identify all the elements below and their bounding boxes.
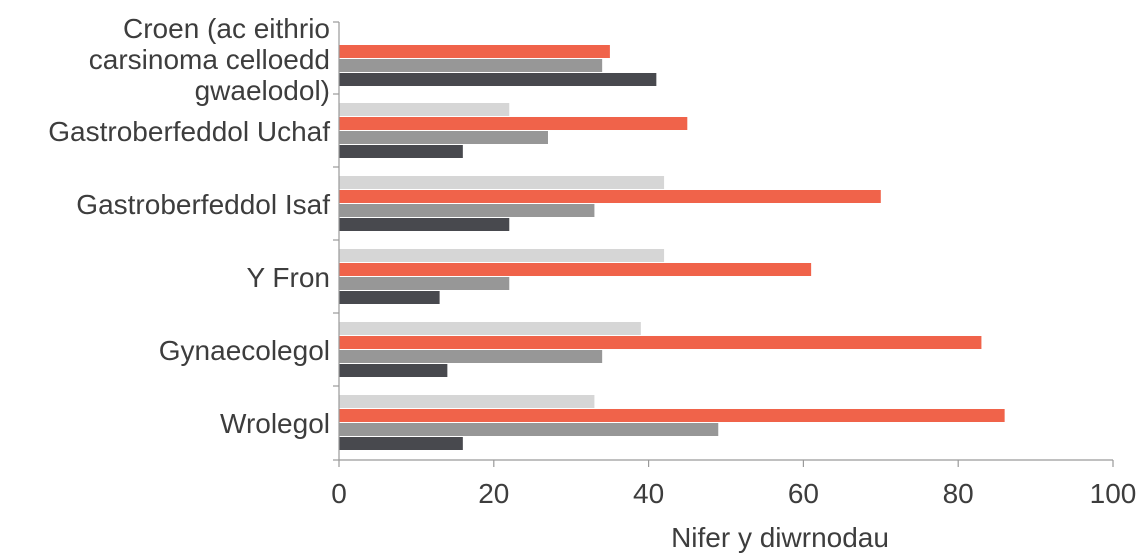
x-tick-label-0: 0 — [331, 478, 347, 509]
bar-3-series-2 — [339, 277, 510, 290]
bar-1-series-1 — [339, 117, 688, 130]
bar-4-series-1 — [339, 336, 982, 349]
category-label-1: Gastroberfeddol Uchaf — [48, 116, 330, 147]
bar-5-series-1 — [339, 409, 1005, 422]
bar-2-series-2 — [339, 204, 595, 217]
category-label-4: Gynaecolegol — [159, 335, 330, 366]
category-label-3: Y Fron — [246, 262, 330, 293]
bar-0-series-2 — [339, 59, 603, 72]
x-tick-label-1: 20 — [478, 478, 509, 509]
category-label-5: Wrolegol — [220, 408, 330, 439]
axes-layer — [333, 21, 1114, 467]
bar-3-series-0 — [339, 249, 665, 262]
bar-4-series-0 — [339, 322, 641, 335]
category-label-0-line-0: Croen (ac eithrio — [123, 13, 330, 44]
bar-2-series-3 — [339, 218, 510, 231]
bar-3-series-1 — [339, 263, 812, 276]
category-label-0-line-2: gwaelodol) — [195, 75, 330, 106]
x-tick-label-5: 100 — [1090, 478, 1137, 509]
bar-2-series-1 — [339, 190, 881, 203]
bar-2-series-0 — [339, 176, 665, 189]
bar-5-series-3 — [339, 437, 463, 450]
bar-3-series-3 — [339, 291, 440, 304]
x-tick-label-3: 60 — [788, 478, 819, 509]
bar-4-series-2 — [339, 350, 603, 363]
bar-1-series-0 — [339, 103, 510, 116]
bar-5-series-2 — [339, 423, 719, 436]
bars-layer — [339, 45, 1005, 450]
bar-1-series-2 — [339, 131, 548, 144]
category-label-2: Gastroberfeddol Isaf — [76, 189, 330, 220]
x-axis-title: Nifer y diwrnodau — [671, 522, 889, 553]
bar-4-series-3 — [339, 364, 448, 377]
bar-5-series-0 — [339, 395, 595, 408]
bar-1-series-3 — [339, 145, 463, 158]
bar-0-series-1 — [339, 45, 610, 58]
x-tick-label-4: 80 — [943, 478, 974, 509]
bar-0-series-3 — [339, 73, 657, 86]
category-label-0-line-1: carsinoma celloedd — [89, 44, 330, 75]
x-tick-label-2: 40 — [633, 478, 664, 509]
